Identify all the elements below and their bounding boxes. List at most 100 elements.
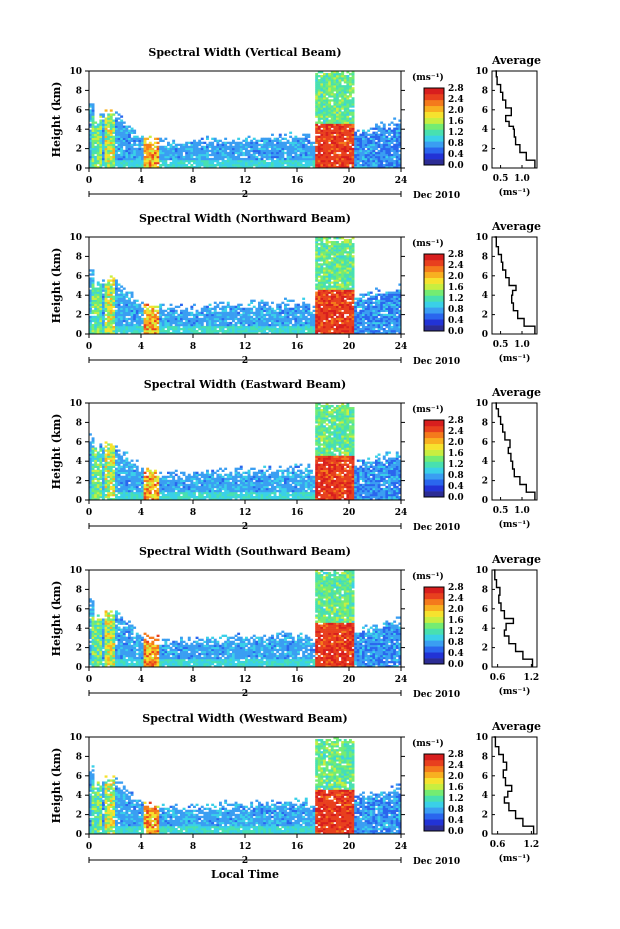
date-label: Dec 2010 [413, 857, 460, 867]
colorbar-tick-label: 2.0 [448, 605, 464, 615]
x-tick-label: 16 [291, 508, 304, 518]
x-tick-label: 20 [343, 342, 356, 352]
colorbar-swatch [424, 111, 444, 118]
y-tick-label: 0 [76, 496, 82, 506]
y-tick-label: 4 [76, 791, 82, 801]
colorbar-swatch [424, 117, 444, 124]
average-x-tick-label: 0.5 [493, 506, 509, 516]
average-y-tick-label: 2 [482, 311, 488, 321]
average-y-tick-label: 4 [482, 291, 488, 301]
colorbar: 2.82.42.01.61.20.80.40.0 [423, 250, 464, 337]
average-panel: Average 0 2 4 6 8 10 0.6 1.2 (ms⁻¹) [475, 553, 541, 697]
average-panel: Average 0 2 4 6 8 10 0.5 1.0 (ms⁻¹) [475, 54, 541, 198]
colorbar-tick-label: 1.2 [448, 460, 464, 470]
colorbar-tick-label: 1.2 [448, 294, 464, 304]
date-label: Dec 2010 [413, 357, 460, 367]
colorbar-swatch [424, 825, 444, 832]
average-x-tick-label: 1.0 [514, 340, 530, 350]
colorbar-tick-label: 2.4 [448, 427, 464, 437]
colorbar-tick-label: 2.8 [448, 416, 464, 426]
colorbar-swatch [424, 319, 444, 326]
y-tick-label: 6 [76, 272, 82, 282]
colorbar-tick-label: 2.8 [448, 84, 464, 94]
heatmap-cells [89, 737, 402, 835]
x-tick-label: 20 [343, 842, 356, 852]
colorbar-tick-label: 2.4 [448, 95, 464, 105]
colorbar-tick-label: 0.0 [448, 327, 464, 337]
average-y-tick-label: 8 [482, 752, 488, 762]
average-y-tick-label: 0 [482, 164, 488, 174]
colorbar-swatch [424, 467, 444, 474]
average-y-tick-label: 0 [482, 330, 488, 340]
x-tick-label: 16 [291, 176, 304, 186]
average-profile-line [493, 736, 535, 834]
average-y-tick-label: 8 [482, 418, 488, 428]
colorbar-swatch [424, 777, 444, 784]
colorbar-swatch [424, 147, 444, 154]
colorbar-swatch [424, 455, 444, 462]
x-tick-label: 4 [138, 508, 144, 518]
colorbar-tick-label: 2.4 [448, 761, 464, 771]
colorbar-swatch [424, 425, 444, 433]
colorbar-swatch [424, 153, 444, 160]
y-tick-label: 10 [69, 566, 82, 576]
x-tick-label: 24 [395, 508, 408, 518]
colorbar-tick-label: 2.0 [448, 772, 464, 782]
average-title: Average [491, 386, 541, 399]
x-tick-label: 0 [86, 176, 92, 186]
colorbar-swatch [424, 123, 444, 130]
average-x-label: (ms⁻¹) [499, 853, 531, 864]
average-y-tick-label: 8 [482, 86, 488, 96]
colorbar-swatch [424, 283, 444, 290]
colorbar-tick-label: 1.2 [448, 128, 464, 138]
colorbar-swatch [424, 754, 444, 761]
heatmap-cells [89, 71, 402, 169]
colorbar-swatch [424, 634, 444, 641]
x-tick-label: 16 [291, 842, 304, 852]
colorbar-swatch [424, 289, 444, 296]
x-tick-label: 24 [395, 342, 408, 352]
average-y-tick-label: 0 [482, 663, 488, 673]
x-tick-label: 4 [138, 842, 144, 852]
colorbar-tick-label: 0.8 [448, 471, 464, 481]
x-tick-label: 12 [239, 176, 252, 186]
average-x-tick-label: 1.0 [514, 174, 530, 184]
y-tick-label: 8 [76, 252, 82, 262]
average-frame [491, 70, 538, 169]
average-y-tick-label: 4 [482, 457, 488, 467]
average-x-tick-label: 0.5 [493, 340, 509, 350]
panel-title: Spectral Width (Vertical Beam) [148, 46, 341, 59]
colorbar-tick-label: 1.6 [448, 783, 464, 793]
colorbar-tick-label: 0.4 [448, 150, 464, 160]
day-label: 2 [242, 856, 248, 866]
y-axis-label: Height (km) [50, 581, 63, 657]
average-x-tick-label: 0.6 [490, 673, 506, 683]
colorbar-swatch [424, 610, 444, 617]
colorbar-tick-label: 0.0 [448, 493, 464, 503]
colorbar-swatch [424, 765, 444, 773]
colorbar-swatch [424, 592, 444, 600]
heatmap-cells [89, 570, 402, 668]
colorbar-tick-label: 0.0 [448, 827, 464, 837]
x-tick-label: 8 [190, 675, 196, 685]
average-frame [491, 236, 538, 335]
average-x-label: (ms⁻¹) [499, 187, 531, 198]
day-label: 2 [242, 356, 248, 366]
colorbar-swatch [424, 277, 444, 284]
average-title: Average [491, 220, 541, 233]
x-tick-label: 12 [239, 342, 252, 352]
average-y-tick-label: 2 [482, 477, 488, 487]
panel-title: Spectral Width (Westward Beam) [142, 712, 347, 725]
average-frame [491, 569, 538, 668]
colorbar-tick-label: 2.0 [448, 438, 464, 448]
average-profile-line [494, 236, 536, 334]
colorbar-frame [423, 87, 445, 166]
colorbar-swatch [424, 271, 444, 278]
average-y-tick-label: 4 [482, 125, 488, 135]
x-tick-label: 4 [138, 675, 144, 685]
colorbar-frame [423, 253, 445, 332]
colorbar-swatch [424, 783, 444, 790]
colorbar-swatch [424, 431, 444, 439]
y-tick-label: 10 [69, 733, 82, 743]
